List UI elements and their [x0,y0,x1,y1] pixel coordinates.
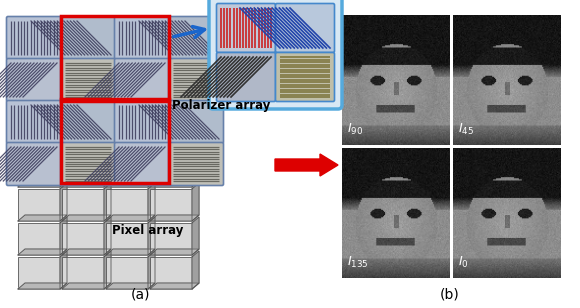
Polygon shape [192,149,199,187]
Bar [62,189,104,221]
FancyBboxPatch shape [114,143,169,185]
Bar [106,189,148,221]
FancyBboxPatch shape [114,100,169,144]
Bar [150,223,192,255]
Polygon shape [148,183,155,221]
Bar [61,99,169,183]
Polygon shape [150,283,199,289]
Text: (b): (b) [440,288,460,302]
Polygon shape [192,217,199,255]
Polygon shape [150,181,199,187]
Polygon shape [148,149,155,187]
Polygon shape [18,283,67,289]
FancyBboxPatch shape [276,3,335,52]
FancyBboxPatch shape [60,143,115,185]
Polygon shape [106,249,155,255]
Polygon shape [18,249,67,255]
FancyBboxPatch shape [169,100,223,144]
Bar [61,16,169,101]
FancyBboxPatch shape [216,52,276,102]
FancyBboxPatch shape [6,100,61,144]
FancyBboxPatch shape [6,143,61,185]
Polygon shape [18,215,67,221]
FancyBboxPatch shape [6,17,61,59]
Polygon shape [60,217,67,255]
FancyBboxPatch shape [209,0,342,109]
Bar [150,189,192,221]
Bar [18,257,60,289]
FancyBboxPatch shape [169,59,223,102]
Bar [62,155,104,187]
Bar [18,223,60,255]
FancyBboxPatch shape [114,59,169,102]
Polygon shape [60,251,67,289]
Polygon shape [150,249,199,255]
Polygon shape [104,149,111,187]
FancyBboxPatch shape [169,143,223,185]
Polygon shape [104,217,111,255]
Text: (a): (a) [130,288,150,302]
Polygon shape [106,215,155,221]
Polygon shape [18,181,67,187]
Polygon shape [192,183,199,221]
Polygon shape [62,249,111,255]
Bar [150,257,192,289]
Bar [150,155,192,187]
Bar [106,155,148,187]
Bar [62,257,104,289]
Bar [62,223,104,255]
Polygon shape [104,183,111,221]
FancyBboxPatch shape [276,52,335,102]
Bar [106,257,148,289]
FancyBboxPatch shape [60,59,115,102]
FancyArrow shape [275,154,338,176]
Polygon shape [192,251,199,289]
Polygon shape [60,183,67,221]
Bar [18,189,60,221]
Polygon shape [62,181,111,187]
Polygon shape [150,215,199,221]
FancyBboxPatch shape [216,3,276,52]
Polygon shape [106,283,155,289]
Bar [106,223,148,255]
Polygon shape [104,251,111,289]
Text: Polarizer array: Polarizer array [172,99,270,112]
Polygon shape [106,181,155,187]
Polygon shape [60,149,67,187]
Polygon shape [62,283,111,289]
Bar [18,155,60,187]
FancyBboxPatch shape [6,59,61,102]
Polygon shape [148,217,155,255]
FancyBboxPatch shape [114,17,169,59]
FancyBboxPatch shape [60,17,115,59]
FancyBboxPatch shape [169,17,223,59]
Polygon shape [62,215,111,221]
Polygon shape [148,251,155,289]
FancyBboxPatch shape [60,100,115,144]
Text: Pixel array: Pixel array [112,224,183,237]
